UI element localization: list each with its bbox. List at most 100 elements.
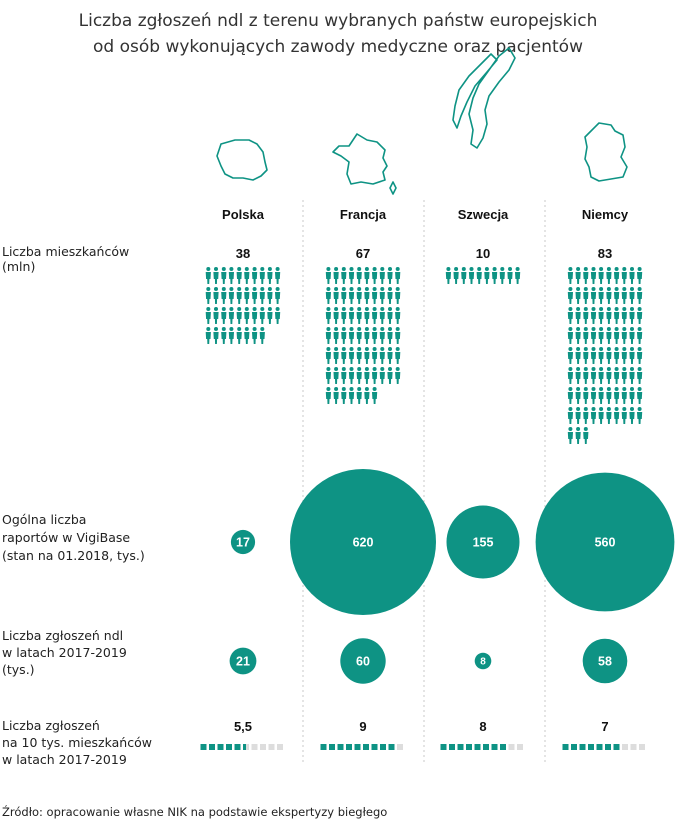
person-icon-head [334, 287, 339, 291]
person-icon-body [379, 372, 385, 384]
person-icon [325, 287, 331, 304]
person-icon-head [576, 307, 581, 311]
person-icon-body [637, 272, 643, 284]
person-icon-body [333, 392, 339, 404]
person-icon [567, 407, 573, 424]
person-icon [333, 347, 339, 364]
person-icon [325, 267, 331, 284]
person-icon-body [567, 332, 573, 344]
person-icon-head [583, 427, 588, 431]
person-icon [583, 287, 589, 304]
person-icon-head [334, 307, 339, 311]
person-icon-body [228, 272, 234, 284]
person-icon [567, 347, 573, 364]
person-icon-body [614, 352, 620, 364]
person-icon [637, 367, 643, 384]
row-label-per_capita-line-2: na 10 tys. mieszkańców [2, 735, 152, 750]
person-icon-body [637, 292, 643, 304]
person-icon-body [356, 392, 362, 404]
person-icon-head [372, 307, 377, 311]
person-icon-head [637, 407, 642, 411]
person-icon-body [333, 352, 339, 364]
person-icon-head [237, 327, 242, 331]
person-icon-body [236, 332, 242, 344]
population-value-0: 38 [236, 246, 250, 261]
person-icon-head [568, 407, 573, 411]
person-icon-head [364, 267, 369, 271]
person-icon-body [356, 292, 362, 304]
person-icon-body [236, 272, 242, 284]
person-icon-body [267, 312, 273, 324]
person-icon-body [348, 272, 355, 284]
person-icon [341, 287, 347, 304]
person-icon-body [637, 392, 643, 404]
per-capita-square-filled [474, 744, 481, 750]
per-capita-square-filled [562, 744, 569, 750]
person-icon-head [508, 267, 512, 271]
person-icon-head [492, 267, 497, 271]
person-icon-body [364, 352, 370, 364]
reports-bubble-szwecja [474, 652, 492, 670]
person-icon-body [598, 292, 604, 304]
person-icon-head [614, 347, 619, 351]
person-icon-head [614, 367, 619, 371]
person-icon-head [637, 387, 642, 391]
person-icon-head [591, 407, 596, 411]
person-icon [629, 307, 635, 324]
person-icon [606, 267, 612, 284]
person-icon-head [630, 367, 634, 371]
person-icon-body [259, 332, 265, 344]
person-icon-body [614, 392, 620, 404]
person-icon-head [395, 307, 400, 311]
person-icon [364, 307, 370, 324]
person-icon-head [388, 267, 392, 271]
person-icon [372, 327, 378, 344]
per-capita-square-filled [571, 744, 577, 750]
reports-bubble-niemcy [582, 638, 628, 684]
person-icon [567, 387, 573, 404]
person-icon [356, 387, 362, 404]
person-icon [348, 327, 355, 344]
poland-map-icon-outline [216, 139, 268, 181]
person-icon [567, 287, 573, 304]
person-icon-head [357, 267, 362, 271]
reports-bubble-francja [340, 638, 386, 684]
person-icon-body [567, 352, 573, 364]
person-icon [567, 327, 573, 344]
person-icon-head [395, 347, 400, 351]
person-icon-head [357, 287, 362, 291]
person-icon [379, 267, 385, 284]
person-icon-head [349, 387, 354, 391]
person-icon [379, 347, 385, 364]
person-icon-head [637, 307, 642, 311]
person-icon-head [591, 287, 596, 291]
person-icon-body [395, 332, 401, 344]
per-capita-square-empty [508, 744, 515, 750]
vigibase-bubble-label-3: 560 [595, 536, 616, 550]
person-icon-body [598, 352, 604, 364]
person-icon-head [326, 327, 331, 331]
per-capita-square-filled [329, 744, 335, 750]
person-icon-head [599, 407, 604, 411]
person-icon-head [252, 307, 257, 311]
person-icon-body [348, 332, 355, 344]
person-icon-head [395, 327, 400, 331]
person-icon [267, 307, 273, 324]
person-icon-body [575, 412, 581, 424]
person-icon-head [591, 347, 596, 351]
person-icon-body [228, 292, 234, 304]
person-icon-head [591, 267, 596, 271]
per-capita-square-filled [354, 744, 361, 750]
person-icon-head [341, 387, 346, 391]
person-icon-head [372, 267, 377, 271]
person-icon [356, 267, 362, 284]
person-icon [461, 267, 467, 284]
person-icon-body [275, 292, 281, 304]
person-icon-head [364, 387, 369, 391]
person-icon-body [356, 312, 362, 324]
person-icon [379, 367, 385, 384]
person-icon-head [237, 267, 242, 271]
person-icon [590, 327, 597, 344]
person-icon [614, 347, 620, 364]
per-capita-square-filled [605, 744, 611, 750]
